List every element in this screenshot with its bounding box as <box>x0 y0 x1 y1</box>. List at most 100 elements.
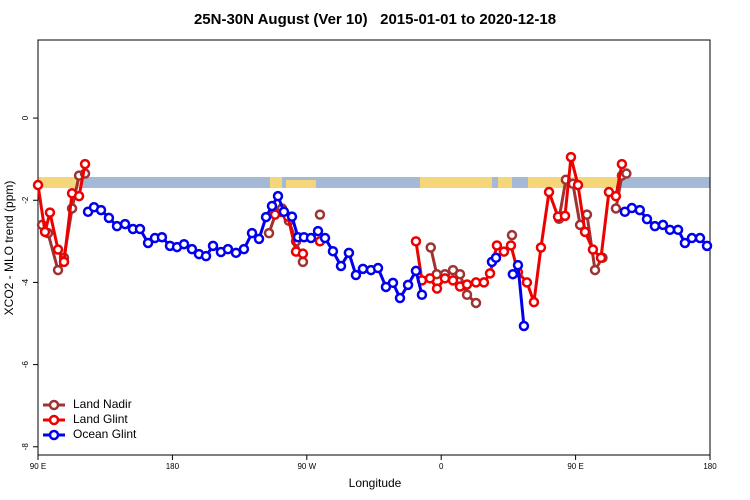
x-tick-label: 0 <box>439 462 444 471</box>
data-point <box>410 236 422 247</box>
data-point <box>506 229 518 241</box>
data-point <box>559 210 571 222</box>
data-point <box>103 212 115 224</box>
y-tick-label: 0 <box>21 115 30 120</box>
data-point <box>297 256 309 268</box>
data-point <box>679 237 691 249</box>
data-point <box>142 237 154 249</box>
data-point <box>343 247 355 259</box>
data-point <box>238 243 250 255</box>
chart-title: 25N-30N August (Ver 10) 2015-01-01 to 20… <box>194 11 556 28</box>
data-point <box>507 268 519 280</box>
data-point <box>44 207 56 218</box>
data-point <box>657 219 669 231</box>
data-point <box>58 256 70 268</box>
series-line <box>40 172 627 305</box>
data-point <box>641 213 653 225</box>
data-point <box>518 320 530 332</box>
data-point <box>521 277 533 288</box>
data-point <box>701 240 713 252</box>
data-point <box>119 218 131 230</box>
data-point <box>416 289 428 301</box>
x-tick-label: 180 <box>703 462 717 471</box>
data-point <box>186 243 198 255</box>
data-point <box>134 223 146 235</box>
data-point <box>535 242 547 253</box>
data-point <box>269 209 281 220</box>
data-point <box>372 262 384 274</box>
data-point <box>95 204 107 216</box>
y-tick-label: -2 <box>21 196 30 204</box>
land-ocean-strip <box>38 177 710 188</box>
data-point <box>610 190 622 202</box>
x-tick-label: 90 E <box>30 462 46 471</box>
data-point <box>410 265 422 277</box>
data-point <box>156 231 168 243</box>
data-point <box>305 232 317 244</box>
data-point <box>587 244 599 255</box>
y-tick-label: -6 <box>21 361 30 369</box>
data-point <box>461 279 473 290</box>
y-tick-label: -8 <box>21 443 30 451</box>
data-point <box>266 200 278 212</box>
data-point <box>260 211 272 223</box>
x-tick-label: 90 E <box>567 462 583 471</box>
data-point <box>314 209 326 220</box>
data-point <box>350 269 362 281</box>
data-point <box>505 240 517 251</box>
data-point <box>424 273 436 284</box>
data-point <box>253 233 265 245</box>
data-point <box>621 168 632 179</box>
data-point <box>447 275 459 286</box>
data-point <box>686 232 698 244</box>
data-point <box>278 206 290 218</box>
data-point <box>327 245 339 257</box>
data-point <box>454 268 466 280</box>
data-point <box>357 263 369 275</box>
data-point <box>319 232 331 244</box>
x-tick-label: 180 <box>166 462 180 471</box>
data-point <box>312 225 324 237</box>
data-point <box>595 252 607 264</box>
series-line <box>87 194 709 327</box>
data-point <box>178 238 190 250</box>
data-point <box>543 186 555 198</box>
data-point <box>512 259 524 271</box>
data-point <box>439 273 451 284</box>
data-point <box>79 158 91 170</box>
data-point <box>200 250 212 262</box>
data-point <box>222 243 234 255</box>
data-point <box>694 232 706 244</box>
data-point <box>634 204 646 216</box>
data-point <box>461 289 473 301</box>
data-point <box>335 260 347 272</box>
data-point <box>470 297 482 309</box>
data-point <box>73 190 85 202</box>
data-point <box>286 211 298 222</box>
data-point <box>490 252 502 264</box>
data-point <box>207 240 219 252</box>
y-axis-label: XCO2 - MLO trend (ppm) <box>2 181 16 316</box>
data-point <box>387 277 399 289</box>
data-point <box>572 179 584 191</box>
legend-marker <box>48 429 60 441</box>
x-tick-label: 90 W <box>297 462 316 471</box>
data-point <box>32 179 44 191</box>
data-point <box>272 190 284 202</box>
data-point <box>565 151 577 163</box>
legend-label: Ocean Glint <box>73 427 137 441</box>
data-point <box>263 227 275 239</box>
data-point <box>402 279 414 291</box>
data-point <box>672 224 684 236</box>
data-point <box>649 220 661 232</box>
legend-marker <box>48 399 60 411</box>
data-point <box>52 244 64 255</box>
y-tick-label: -4 <box>21 278 30 286</box>
data-point <box>589 264 601 276</box>
data-point <box>246 227 258 239</box>
data-point <box>431 283 443 294</box>
data-point <box>484 268 496 279</box>
data-point <box>39 226 51 238</box>
legend-label: Land Nadir <box>73 397 132 411</box>
